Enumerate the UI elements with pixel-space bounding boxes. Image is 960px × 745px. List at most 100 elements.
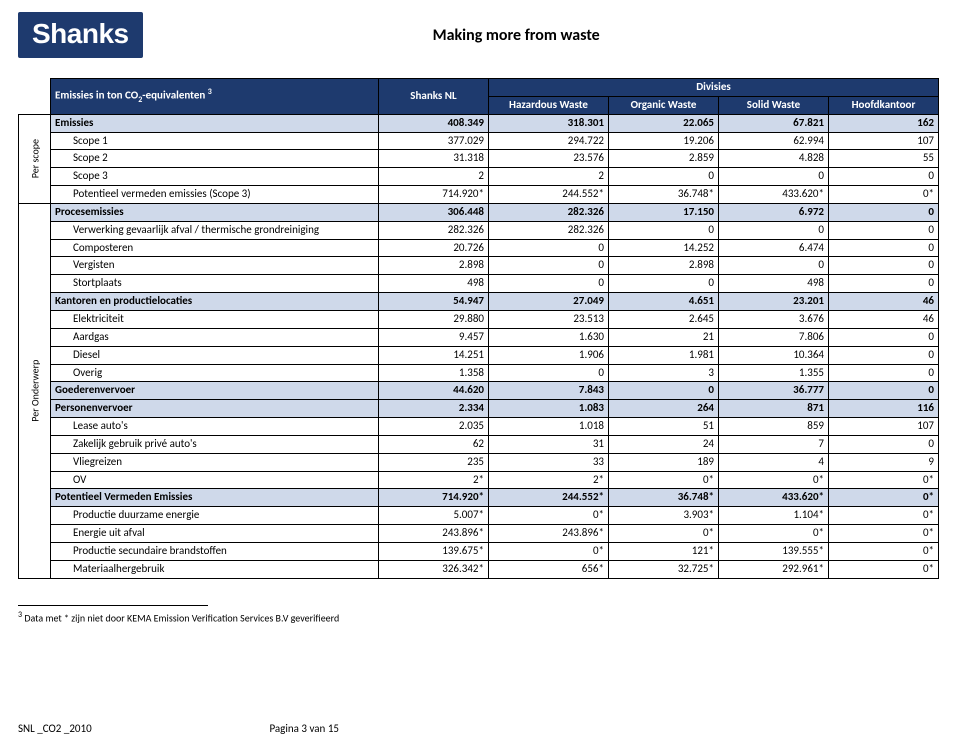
cell: 0 bbox=[829, 257, 939, 275]
cell: 377.029 bbox=[379, 132, 489, 150]
cell: 0 bbox=[829, 346, 939, 364]
table-row: Productie secundaire brandstoffen139.675… bbox=[19, 542, 939, 560]
table-row: Elektriciteit29.88023.5132.6453.67646 bbox=[19, 310, 939, 328]
cell: 9.457 bbox=[379, 328, 489, 346]
col-solid: Solid Waste bbox=[719, 96, 829, 114]
cell: 1.018 bbox=[489, 418, 609, 436]
table-row: Potentieel Vermeden Emissies714.920*244.… bbox=[19, 489, 939, 507]
cell: 408.349 bbox=[379, 114, 489, 132]
cell: 5.007* bbox=[379, 507, 489, 525]
cell: 31 bbox=[489, 435, 609, 453]
table-row: Per scopeEmissies408.349318.30122.06567.… bbox=[19, 114, 939, 132]
footnote: 3 Data met * zijn niet door KEMA Emissio… bbox=[18, 610, 942, 624]
table-row: Stortplaats498004980 bbox=[19, 275, 939, 293]
table-row: Composteren20.726014.2526.4740 bbox=[19, 239, 939, 257]
cell: 29.880 bbox=[379, 310, 489, 328]
row-label: Potentieel Vermeden Emissies bbox=[51, 489, 379, 507]
cell: 3.676 bbox=[719, 310, 829, 328]
cell: 55 bbox=[829, 150, 939, 168]
cell: 116 bbox=[829, 400, 939, 418]
cell: 1.083 bbox=[489, 400, 609, 418]
cell: 14.251 bbox=[379, 346, 489, 364]
table-row: Zakelijk gebruik privé auto's62312470 bbox=[19, 435, 939, 453]
cell: 7 bbox=[719, 435, 829, 453]
cell: 1.355 bbox=[719, 364, 829, 382]
page-number: Pagina 3 van 15 bbox=[92, 722, 517, 735]
cell: 44.620 bbox=[379, 382, 489, 400]
cell: 244.552* bbox=[489, 186, 609, 204]
table-row: Personenvervoer2.3341.083264871116 bbox=[19, 400, 939, 418]
row-label: Composteren bbox=[51, 239, 379, 257]
row-label: Vliegreizen bbox=[51, 453, 379, 471]
row-label: Stortplaats bbox=[51, 275, 379, 293]
cell: 243.896* bbox=[489, 525, 609, 543]
cell: 282.326 bbox=[489, 203, 609, 221]
cell: 2.898 bbox=[609, 257, 719, 275]
cell: 2.645 bbox=[609, 310, 719, 328]
cell: 107 bbox=[829, 132, 939, 150]
table-row: Vergisten2.89802.89800 bbox=[19, 257, 939, 275]
cell: 62 bbox=[379, 435, 489, 453]
cell: 0 bbox=[829, 382, 939, 400]
cell: 0 bbox=[489, 364, 609, 382]
cell: 22.065 bbox=[609, 114, 719, 132]
cell: 23.201 bbox=[719, 293, 829, 311]
col-shanks: Shanks NL bbox=[379, 79, 489, 115]
table-row: Kantoren en productielocaties54.94727.04… bbox=[19, 293, 939, 311]
cell: 243.896* bbox=[379, 525, 489, 543]
cell: 433.620* bbox=[719, 489, 829, 507]
cell: 0 bbox=[609, 382, 719, 400]
cell: 162 bbox=[829, 114, 939, 132]
cell: 306.448 bbox=[379, 203, 489, 221]
cell: 6.474 bbox=[719, 239, 829, 257]
row-label: Overig bbox=[51, 364, 379, 382]
emissions-table: Emissies in ton CO2-equivalenten 3Shanks… bbox=[18, 78, 939, 579]
cell: 46 bbox=[829, 293, 939, 311]
cell: 0 bbox=[609, 221, 719, 239]
row-label: Potentieel vermeden emissies (Scope 3) bbox=[51, 186, 379, 204]
cell: 0* bbox=[829, 525, 939, 543]
row-label: Verwerking gevaarlijk afval / thermische… bbox=[51, 221, 379, 239]
row-label: Zakelijk gebruik privé auto's bbox=[51, 435, 379, 453]
doc-id: SNL _CO2 _2010 bbox=[18, 722, 92, 735]
cell: 0 bbox=[609, 168, 719, 186]
table-row: Scope 1377.029294.72219.20662.994107 bbox=[19, 132, 939, 150]
cell: 0* bbox=[829, 560, 939, 578]
col-hazardous: Hazardous Waste bbox=[489, 96, 609, 114]
cell: 31.318 bbox=[379, 150, 489, 168]
row-label: Lease auto's bbox=[51, 418, 379, 436]
cell: 19.206 bbox=[609, 132, 719, 150]
row-label: Goederenvervoer bbox=[51, 382, 379, 400]
row-label: Procesemissies bbox=[51, 203, 379, 221]
cell: 2* bbox=[489, 471, 609, 489]
cell: 17.150 bbox=[609, 203, 719, 221]
cell: 0* bbox=[829, 507, 939, 525]
cell: 0 bbox=[829, 221, 939, 239]
cell: 326.342* bbox=[379, 560, 489, 578]
cell: 282.326 bbox=[379, 221, 489, 239]
vlabel-scope: Per scope bbox=[19, 114, 51, 203]
col-organic: Organic Waste bbox=[609, 96, 719, 114]
row-label: Materiaalhergebruik bbox=[51, 560, 379, 578]
cell: 189 bbox=[609, 453, 719, 471]
table-row: Lease auto's2.0351.01851859107 bbox=[19, 418, 939, 436]
cell: 3 bbox=[609, 364, 719, 382]
cell: 3.903* bbox=[609, 507, 719, 525]
cell: 20.726 bbox=[379, 239, 489, 257]
row-label: Productie duurzame energie bbox=[51, 507, 379, 525]
cell: 62.994 bbox=[719, 132, 829, 150]
cell: 46 bbox=[829, 310, 939, 328]
row-label: Energie uit afval bbox=[51, 525, 379, 543]
cell: 23.576 bbox=[489, 150, 609, 168]
row-label: Scope 1 bbox=[51, 132, 379, 150]
row-label: Diesel bbox=[51, 346, 379, 364]
cell: 0* bbox=[609, 525, 719, 543]
table-row: Overig1.358031.3550 bbox=[19, 364, 939, 382]
cell: 2 bbox=[489, 168, 609, 186]
cell: 4.828 bbox=[719, 150, 829, 168]
cell: 23.513 bbox=[489, 310, 609, 328]
cell: 498 bbox=[379, 275, 489, 293]
cell: 10.364 bbox=[719, 346, 829, 364]
cell: 7.806 bbox=[719, 328, 829, 346]
cell: 67.821 bbox=[719, 114, 829, 132]
